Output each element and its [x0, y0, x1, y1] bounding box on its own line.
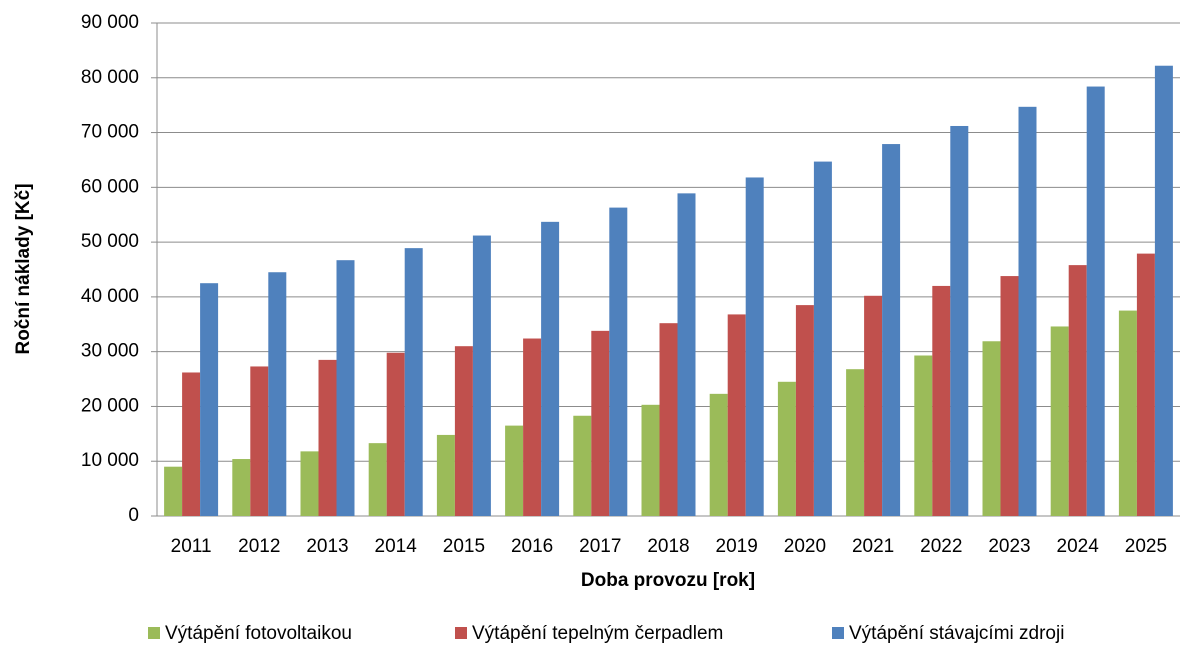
bar	[573, 415, 592, 516]
x-tick-label: 2015	[443, 536, 485, 557]
bar	[677, 193, 696, 516]
x-tick-label: 2013	[306, 536, 348, 557]
bar	[200, 283, 219, 516]
bar	[795, 305, 814, 516]
bar	[745, 177, 764, 516]
legend-swatch	[455, 627, 467, 639]
bar	[727, 314, 746, 516]
bar	[1086, 86, 1105, 516]
bar	[250, 366, 269, 516]
bar	[454, 346, 473, 516]
bar	[386, 352, 405, 516]
bar	[950, 125, 969, 516]
bar	[472, 235, 491, 516]
x-tick-label: 2025	[1125, 536, 1167, 557]
bar	[932, 285, 951, 516]
bar	[1136, 253, 1155, 516]
x-axis-title: Doba provozu [rok]	[581, 570, 755, 591]
bar	[609, 207, 628, 516]
bar	[336, 260, 355, 516]
bar	[436, 434, 455, 516]
y-tick-label: 70 000	[81, 122, 139, 143]
legend-label: Výtápění fotovoltaikou	[165, 623, 352, 644]
bar	[591, 330, 610, 516]
legend-swatch	[148, 627, 160, 639]
bar	[1118, 310, 1137, 516]
bar	[864, 295, 883, 516]
bar	[1000, 276, 1019, 516]
x-tick-label: 2017	[579, 536, 621, 557]
legend-label: Výtápění stávajcími zdroji	[849, 623, 1064, 644]
x-tick-label: 2012	[238, 536, 280, 557]
x-tick-label: 2011	[171, 536, 212, 557]
y-tick-label: 60 000	[81, 176, 139, 197]
bar	[232, 459, 251, 516]
x-tick-label: 2016	[511, 536, 553, 557]
y-tick-label: 90 000	[81, 12, 139, 33]
bar	[505, 425, 524, 516]
bar	[777, 381, 796, 516]
bar	[318, 359, 337, 516]
bar	[164, 466, 183, 516]
x-tick-label: 2018	[647, 536, 689, 557]
y-tick-label: 40 000	[81, 286, 139, 307]
y-tick-label: 30 000	[81, 341, 139, 362]
y-tick-label: 20 000	[81, 395, 139, 416]
bar	[1068, 265, 1087, 516]
x-tick-label: 2022	[920, 536, 962, 557]
x-tick-label: 2014	[375, 536, 418, 557]
bar	[541, 221, 560, 517]
y-tick-label: 10 000	[81, 450, 139, 471]
x-tick-label: 2023	[988, 536, 1030, 557]
bar	[846, 369, 865, 516]
bar	[982, 341, 1001, 516]
bar	[641, 404, 660, 516]
bar	[914, 355, 933, 516]
y-axis-title: Roční náklady [Kč]	[13, 183, 34, 354]
y-tick-label: 80 000	[81, 67, 139, 88]
bar	[659, 323, 678, 516]
bar	[1050, 326, 1069, 516]
bar	[404, 248, 423, 517]
bar	[268, 272, 287, 516]
legend-label: Výtápění tepelným čerpadlem	[472, 623, 723, 644]
bar	[1018, 106, 1037, 516]
legend-swatch	[832, 627, 844, 639]
x-tick-label: 2024	[1057, 536, 1100, 557]
bar	[813, 161, 832, 517]
x-tick-label: 2021	[852, 536, 894, 557]
bar	[1154, 65, 1173, 516]
bar	[882, 144, 901, 516]
y-tick-label: 0	[128, 505, 139, 526]
bar	[368, 443, 387, 516]
bar	[182, 372, 201, 516]
x-tick-label: 2019	[716, 536, 758, 557]
bar	[300, 451, 319, 516]
y-tick-label: 50 000	[81, 231, 139, 252]
bar	[523, 338, 542, 516]
x-tick-label: 2020	[784, 536, 826, 557]
bar	[709, 393, 728, 516]
